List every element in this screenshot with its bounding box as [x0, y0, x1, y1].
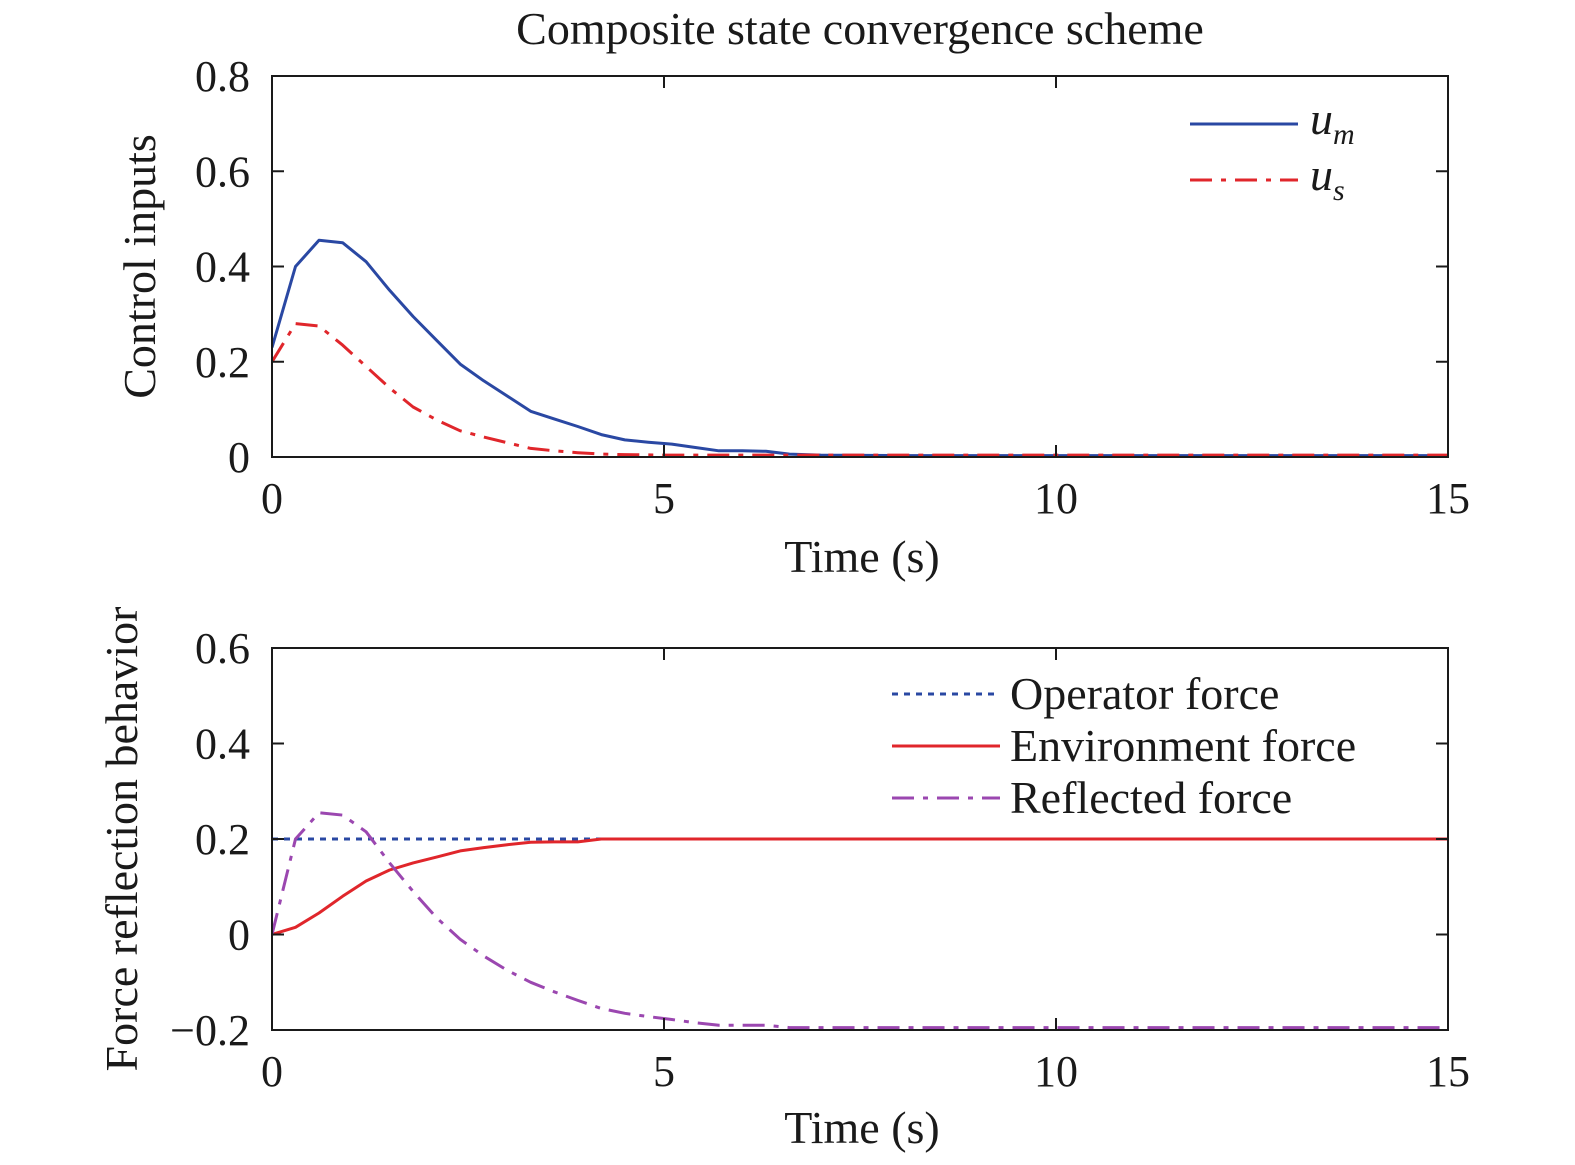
- x-axis-label: Time (s): [784, 531, 940, 582]
- legend-label-subscript: s: [1333, 174, 1345, 207]
- y-tick-label: 0.6: [195, 624, 250, 673]
- y-tick-label: −0.2: [170, 1006, 250, 1055]
- legend-label: Environment force: [1010, 720, 1356, 771]
- series-line-environment-force: [272, 837, 1448, 936]
- legend-label: Operator force: [1010, 668, 1279, 719]
- x-tick-label: 15: [1426, 1047, 1470, 1096]
- control-inputs-panel: Composite state convergence scheme 0 5 10 15…: [114, 3, 1470, 582]
- y-tick-label: 0.8: [195, 52, 250, 101]
- y-tick-label: 0: [228, 911, 250, 960]
- y-tick-label: 0.6: [195, 147, 250, 196]
- x-tick-label: 10: [1034, 474, 1078, 523]
- legend-label: um: [1310, 93, 1355, 151]
- x-axis-label: Time (s): [784, 1102, 940, 1153]
- plot-frame: [271, 75, 1449, 458]
- x-tick-label: 5: [653, 1047, 675, 1096]
- x-tick-label: 5: [653, 474, 675, 523]
- y-tick-label: 0.2: [195, 815, 250, 864]
- y-axis-label: Control inputs: [114, 134, 165, 399]
- x-tick-label: 0: [261, 474, 283, 523]
- series-line-reflected-force: [272, 811, 1448, 1030]
- x-tick-label: 15: [1426, 474, 1470, 523]
- x-tick-label: 0: [261, 1047, 283, 1096]
- legend-label: Reflected force: [1010, 772, 1292, 823]
- y-tick-label: 0.4: [195, 243, 250, 292]
- y-tick-label: 0.4: [195, 720, 250, 769]
- series-line-u-m: [272, 238, 1448, 457]
- legend-label-subscript: m: [1333, 118, 1355, 151]
- legend-label-main: u: [1310, 149, 1333, 200]
- series-line-u-s: [272, 322, 1448, 457]
- y-tick-label: 0.2: [195, 338, 250, 387]
- legend-label-main: u: [1310, 93, 1333, 144]
- y-tick-label: 0: [228, 433, 250, 482]
- legend-label: us: [1310, 149, 1345, 207]
- series-group: [272, 811, 1448, 1030]
- x-tick-label: 10: [1034, 1047, 1078, 1096]
- y-axis-label: Force reflection behavior: [96, 607, 147, 1072]
- chart-title: Composite state convergence scheme: [516, 3, 1204, 54]
- series-group: [272, 238, 1448, 457]
